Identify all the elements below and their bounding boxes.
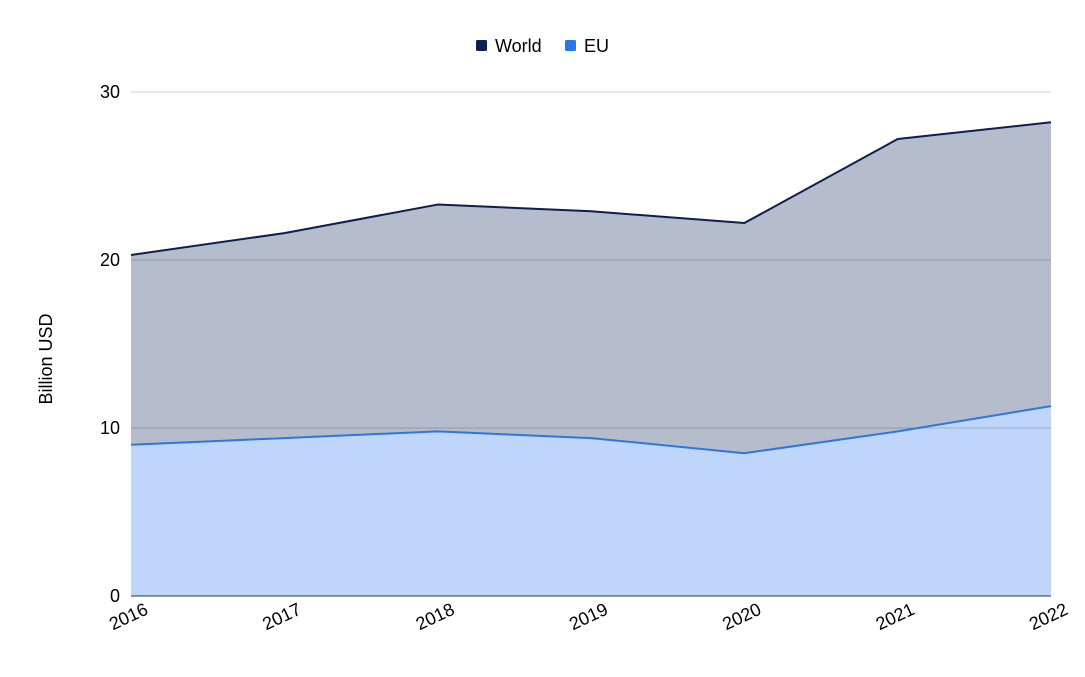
y-tick-label-0: 0 [110,586,120,606]
series-line-world [130,121,1052,256]
y-tick-label-10: 10 [100,418,120,438]
x-axis-ticks: 2016 2017 2018 2019 2020 2021 2022 [106,599,1071,634]
series-lines [130,121,1052,455]
legend-label-eu: EU [584,36,609,56]
x-tick-label-2018: 2018 [413,599,458,634]
legend-item-eu[interactable]: EU [565,36,609,56]
x-tick-label-2017: 2017 [259,599,304,634]
x-tick-label-2019: 2019 [566,599,611,634]
series-line-eu [130,405,1052,455]
legend-swatch-eu [565,40,576,51]
area-fill-eu [131,406,1051,596]
legend-label-world: World [495,36,542,56]
legend-swatch-world [476,40,487,51]
y-tick-label-30: 30 [100,82,120,102]
gridlines [131,91,1051,429]
legend[interactable]: World EU [476,36,609,56]
x-tick-label-2022: 2022 [1026,599,1071,634]
x-tick-label-2021: 2021 [873,599,918,634]
legend-item-world[interactable]: World [476,36,542,56]
x-tick-label-2020: 2020 [719,599,764,634]
y-axis-ticks: 0 10 20 30 [100,82,120,606]
y-tick-label-20: 20 [100,250,120,270]
y-axis-title: Billion USD [36,313,56,404]
area-layer [131,122,1051,597]
